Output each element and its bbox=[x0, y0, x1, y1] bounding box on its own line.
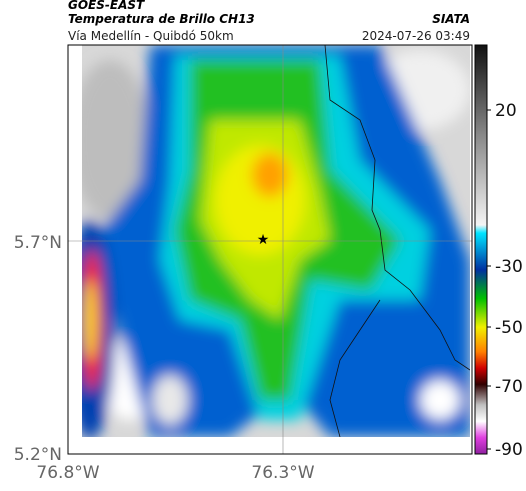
title: Temperatura de Brillo CH13 bbox=[68, 12, 255, 26]
lat-label: 5.2°N bbox=[14, 445, 62, 465]
satellite-image bbox=[82, 45, 470, 437]
colorbar-tick-label: -50 bbox=[495, 318, 523, 338]
map-frame bbox=[67, 44, 473, 455]
colorbar bbox=[474, 44, 488, 455]
location-star: ★ bbox=[257, 232, 270, 248]
lat-label: 5.7°N bbox=[14, 233, 62, 253]
border bbox=[324, 45, 470, 437]
colorbar-tick-label: 20 bbox=[495, 101, 517, 121]
timestamp: 2024-07-26 03:49 bbox=[362, 29, 470, 43]
subtitle: Vía Medellín - Quibdó 50km bbox=[68, 29, 234, 43]
brand: SIATA bbox=[432, 12, 470, 26]
lon-label: 76.3°W bbox=[251, 463, 314, 483]
colorbar-tick-label: -90 bbox=[495, 440, 523, 460]
lon-label: 76.8°W bbox=[36, 463, 99, 483]
source: GOES-EAST bbox=[68, 0, 145, 12]
colorbar-tick-label: -30 bbox=[495, 257, 523, 277]
colorbar-ticks: 20 -30 -50 -70 -90 bbox=[487, 101, 523, 460]
colorbar-tick-label: -70 bbox=[495, 377, 523, 397]
